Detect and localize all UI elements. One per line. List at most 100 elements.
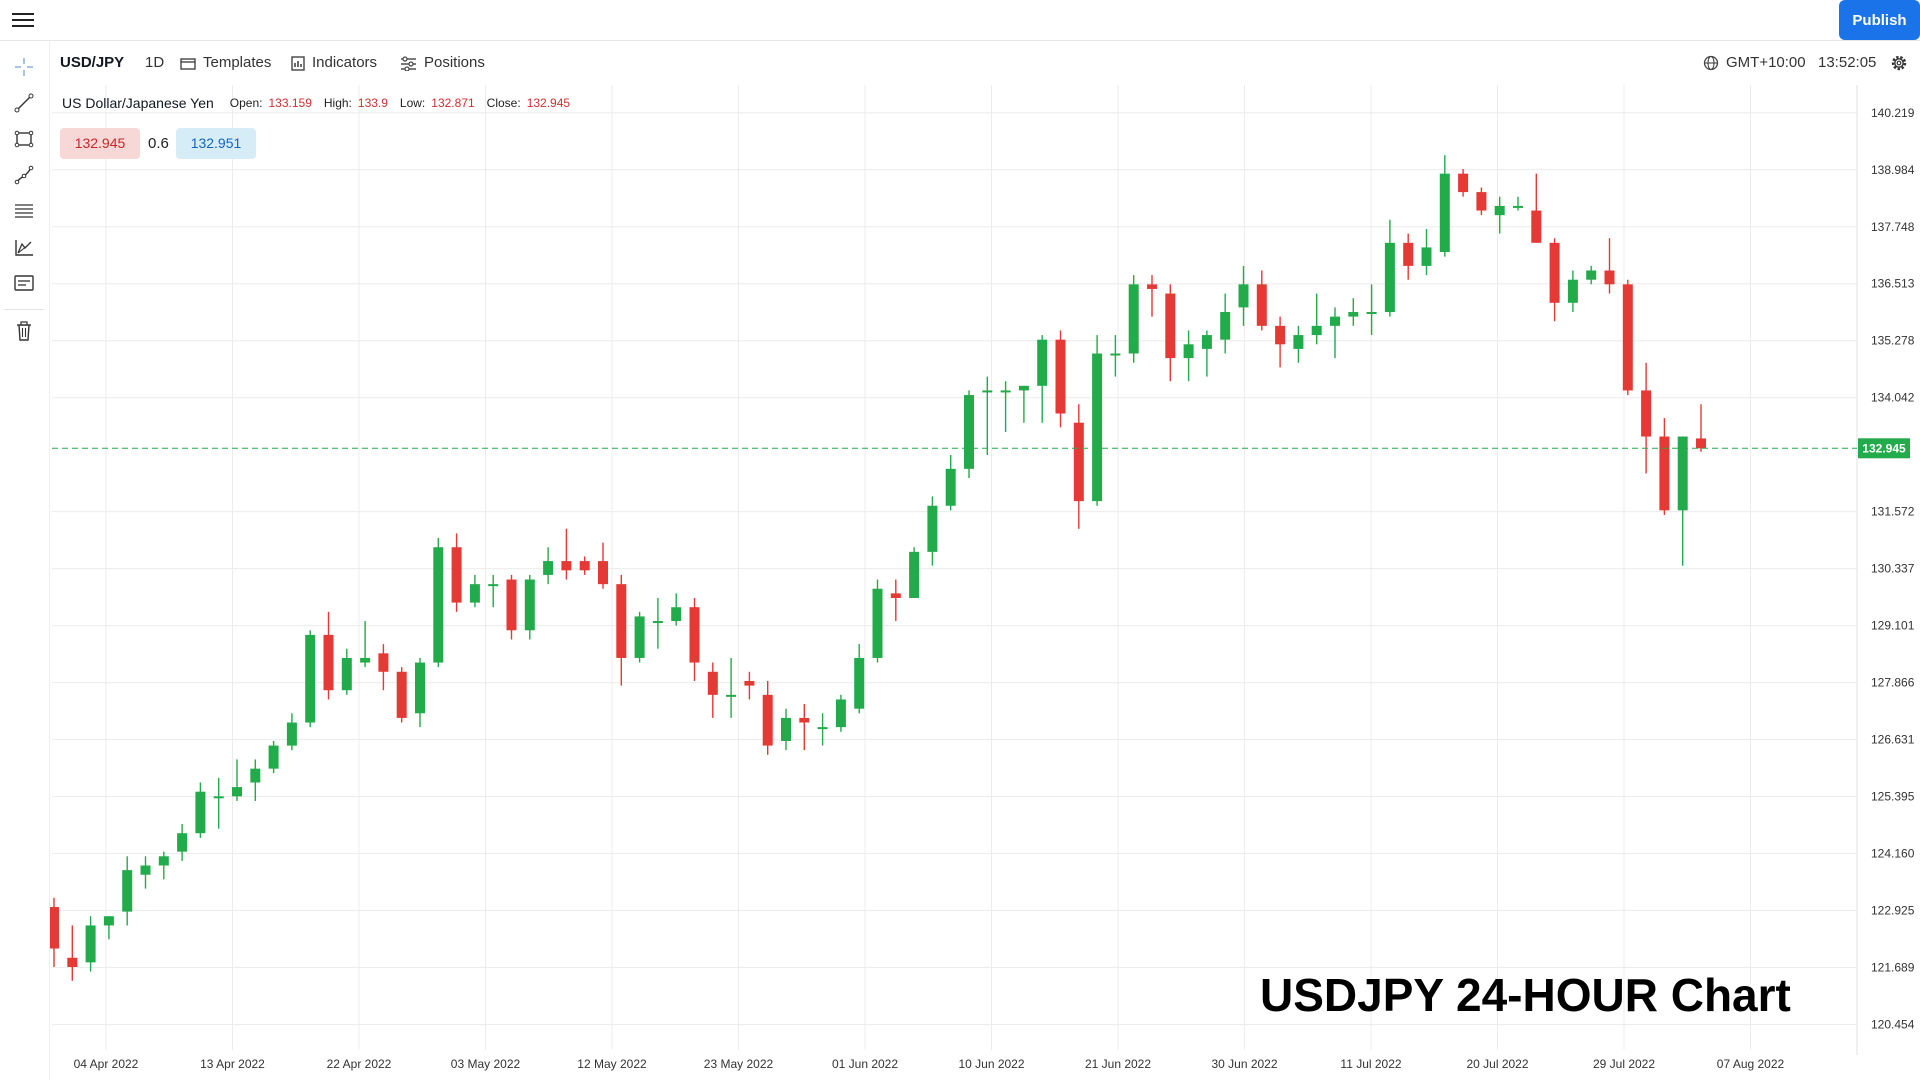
price-tick-label: 138.984 xyxy=(1871,163,1915,177)
price-tick-label: 122.925 xyxy=(1871,903,1915,917)
candle-body xyxy=(1330,316,1340,326)
pitchfork-tool[interactable] xyxy=(10,233,38,261)
time-tick-label: 07 Aug 2022 xyxy=(1717,1057,1785,1071)
rectangle-tool[interactable] xyxy=(10,125,38,153)
positions-label: Positions xyxy=(424,54,485,71)
candle-body xyxy=(1439,173,1450,253)
candle-body xyxy=(890,593,901,598)
candle-body xyxy=(1604,270,1615,285)
candle-body xyxy=(49,907,59,949)
low-value: 132.871 xyxy=(431,96,475,110)
candle-body xyxy=(872,588,883,658)
time-tick-label: 20 Jul 2022 xyxy=(1466,1057,1528,1071)
time-axis[interactable]: 04 Apr 2022 13 Apr 2022 22 Apr 2022 03 May … xyxy=(74,1057,1785,1071)
candle-body xyxy=(177,833,188,852)
symbol-selector[interactable]: USD/JPY xyxy=(60,54,125,71)
price-axis[interactable]: 140.219 138.984 137.748 136.513 135.278 134.0… xyxy=(1856,76,1915,1055)
candle-body xyxy=(707,671,718,695)
last-price-line: 132.945 xyxy=(52,438,1910,459)
candle-body xyxy=(799,717,810,723)
time-tick-label: 12 May 2022 xyxy=(577,1057,647,1071)
indicators-label: Indicators xyxy=(312,54,378,71)
candle-body xyxy=(1622,284,1633,391)
candle-body xyxy=(85,925,96,963)
candle-body xyxy=(982,390,993,393)
candle-body xyxy=(1677,436,1688,511)
price-tick-label: 140.219 xyxy=(1871,106,1915,120)
fib-retracement-tool[interactable] xyxy=(10,197,38,225)
crosshair-tool[interactable] xyxy=(10,53,38,81)
settings-button[interactable] xyxy=(1890,41,1908,85)
candle-body xyxy=(250,768,261,783)
candle-body xyxy=(506,579,517,631)
candle-body xyxy=(433,547,444,663)
candle-body xyxy=(1092,353,1103,502)
chart-watermark: USDJPY 24-HOUR Chart xyxy=(1260,969,1791,1021)
candle-body xyxy=(140,865,151,875)
templates-button[interactable]: Templates xyxy=(180,41,271,85)
open-value: 133.159 xyxy=(268,96,312,110)
candle-body xyxy=(195,791,206,834)
chart-grid xyxy=(52,76,1857,1050)
gear-icon xyxy=(1891,55,1907,71)
candle-body xyxy=(341,657,352,691)
sidebar-divider xyxy=(4,309,44,310)
sell-button[interactable]: 132.945 xyxy=(60,128,140,159)
clock: 13:52:05 xyxy=(1818,54,1877,71)
candle-body xyxy=(652,621,663,624)
candle-body xyxy=(835,699,846,728)
indicators-button[interactable]: Indicators xyxy=(291,41,377,85)
price-tick-label: 131.572 xyxy=(1871,505,1915,519)
time-tick-label: 29 Jul 2022 xyxy=(1593,1057,1655,1071)
candlestick-series xyxy=(49,155,1706,981)
time-tick-label: 10 Jun 2022 xyxy=(958,1057,1024,1071)
candle-body xyxy=(964,395,974,469)
hamburger-menu-icon[interactable] xyxy=(12,11,34,29)
close-value: 132.945 xyxy=(526,96,571,110)
crosshair-icon xyxy=(15,58,33,76)
candle-body xyxy=(909,551,920,598)
candle-body xyxy=(616,584,627,658)
candle-body xyxy=(1641,390,1652,437)
high-value: 133.9 xyxy=(357,96,388,110)
candle-body xyxy=(378,653,389,672)
candle-body xyxy=(103,916,114,926)
trash-icon xyxy=(17,321,31,341)
candle-body xyxy=(1256,284,1267,326)
candle-body xyxy=(122,870,133,912)
candle-body xyxy=(1073,422,1084,502)
candle-body xyxy=(1128,284,1139,354)
brush-tool[interactable] xyxy=(10,161,38,189)
pitchfork-icon xyxy=(15,240,33,256)
timezone-label: GMT+10:00 xyxy=(1726,54,1806,71)
time-tick-label: 21 Jun 2022 xyxy=(1085,1057,1151,1071)
indicators-icon xyxy=(291,56,305,71)
candle-body xyxy=(1549,242,1560,303)
timezone-selector[interactable]: GMT+10:00 xyxy=(1703,41,1806,85)
time-tick-label: 11 Jul 2022 xyxy=(1340,1057,1401,1071)
time-tick-label: 30 Jun 2022 xyxy=(1211,1057,1277,1071)
candle-body xyxy=(415,662,425,714)
interval-selector[interactable]: 1D xyxy=(145,54,165,71)
candle-body xyxy=(1055,339,1066,414)
price-tick-label: 135.278 xyxy=(1871,334,1915,348)
candle-body xyxy=(1366,312,1377,315)
trend-line-icon xyxy=(14,93,34,113)
delete-drawings-tool[interactable] xyxy=(10,317,38,345)
publish-button[interactable]: Publish xyxy=(1839,0,1920,40)
candle-body xyxy=(213,796,224,799)
high-label: High: xyxy=(323,96,352,110)
candle-body xyxy=(323,634,334,691)
candle-body xyxy=(488,584,499,587)
buy-button[interactable]: 132.951 xyxy=(176,128,256,159)
candle-body xyxy=(634,616,645,658)
candle-body xyxy=(67,957,78,967)
candle-body xyxy=(598,561,608,585)
globe-icon xyxy=(1703,55,1719,71)
positions-button[interactable]: Positions xyxy=(400,41,485,85)
candle-body xyxy=(1476,192,1487,211)
candle-body xyxy=(1110,353,1121,356)
text-note-tool[interactable] xyxy=(10,269,38,297)
trend-line-tool[interactable] xyxy=(10,89,38,117)
